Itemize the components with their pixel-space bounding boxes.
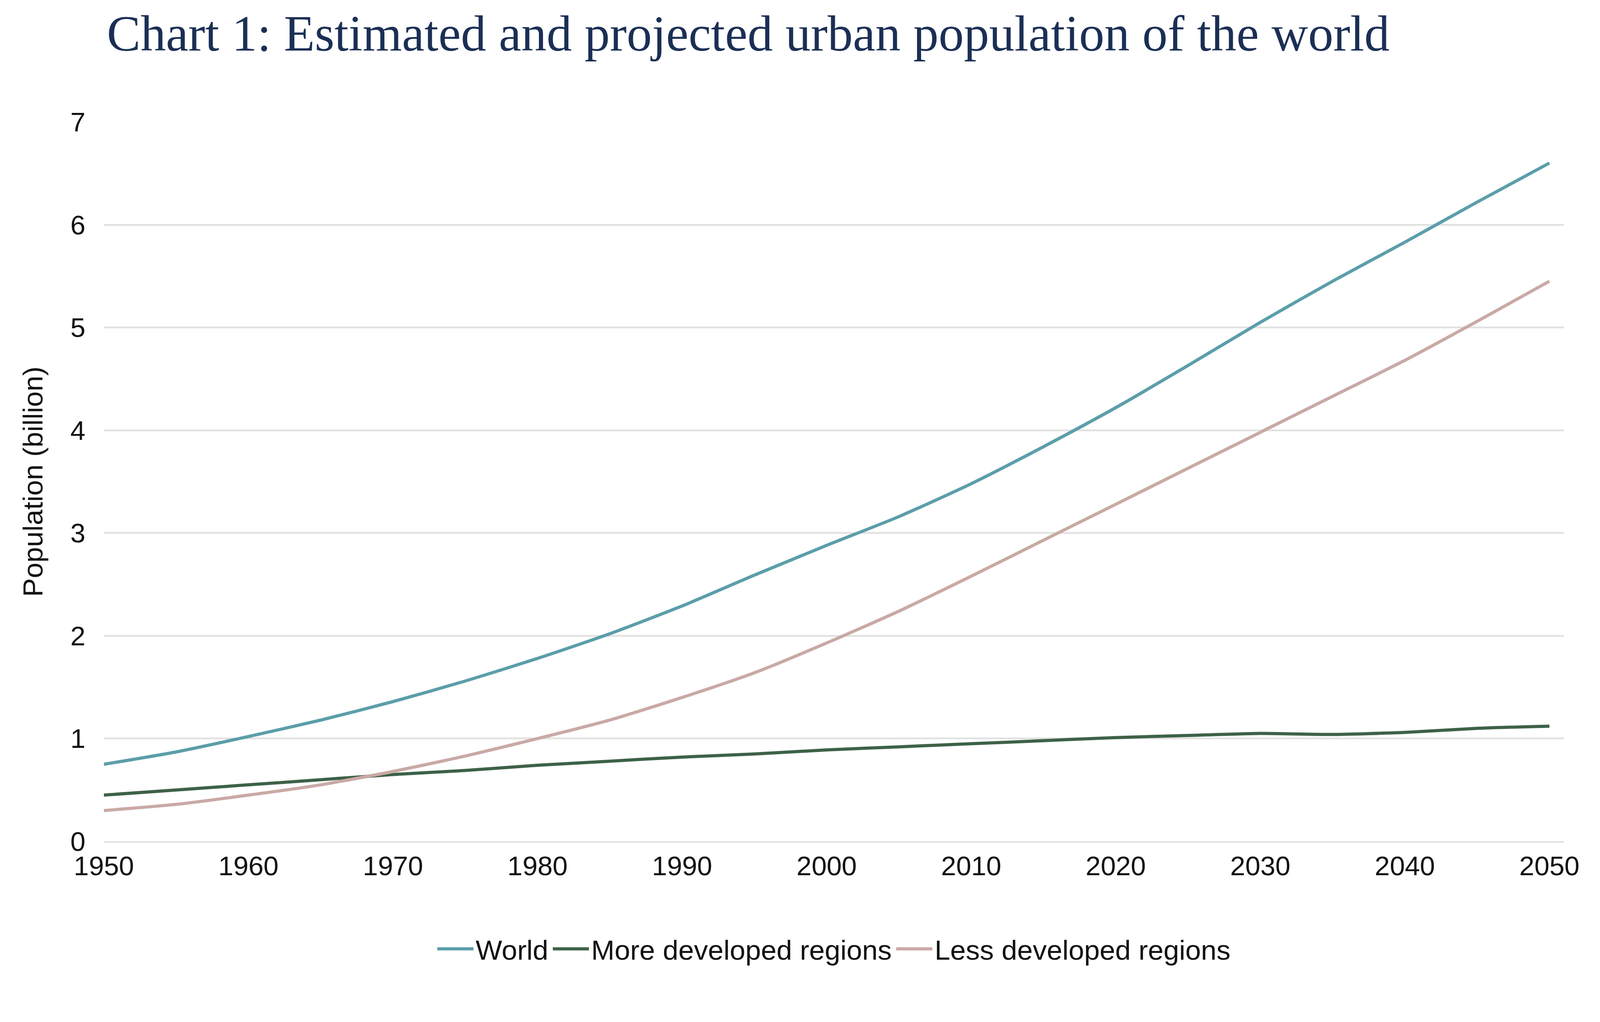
svg-text:2050: 2050: [1519, 851, 1580, 882]
svg-text:5: 5: [70, 312, 86, 343]
svg-text:2010: 2010: [940, 851, 1002, 882]
svg-text:1960: 1960: [218, 851, 279, 882]
svg-text:3: 3: [70, 518, 86, 549]
svg-text:4: 4: [70, 415, 86, 446]
svg-text:1990: 1990: [651, 851, 712, 882]
svg-text:2040: 2040: [1374, 851, 1435, 882]
svg-text:1950: 1950: [73, 851, 134, 882]
svg-text:Chart 1: Estimated and project: Chart 1: Estimated and projected urban p…: [106, 5, 1390, 62]
svg-text:World: World: [475, 934, 549, 966]
svg-text:Less developed regions: Less developed regions: [934, 934, 1231, 966]
svg-text:0: 0: [70, 826, 86, 857]
svg-text:Population (billion): Population (billion): [17, 366, 49, 597]
svg-text:6: 6: [70, 210, 86, 241]
svg-text:7: 7: [70, 107, 86, 138]
svg-text:More developed regions: More developed regions: [591, 934, 892, 966]
svg-text:1: 1: [70, 723, 86, 754]
svg-text:2000: 2000: [796, 851, 857, 882]
svg-text:2020: 2020: [1085, 851, 1146, 882]
svg-text:2: 2: [70, 621, 86, 652]
svg-text:1970: 1970: [362, 851, 423, 882]
svg-text:2030: 2030: [1230, 851, 1291, 882]
svg-text:1980: 1980: [507, 851, 568, 882]
